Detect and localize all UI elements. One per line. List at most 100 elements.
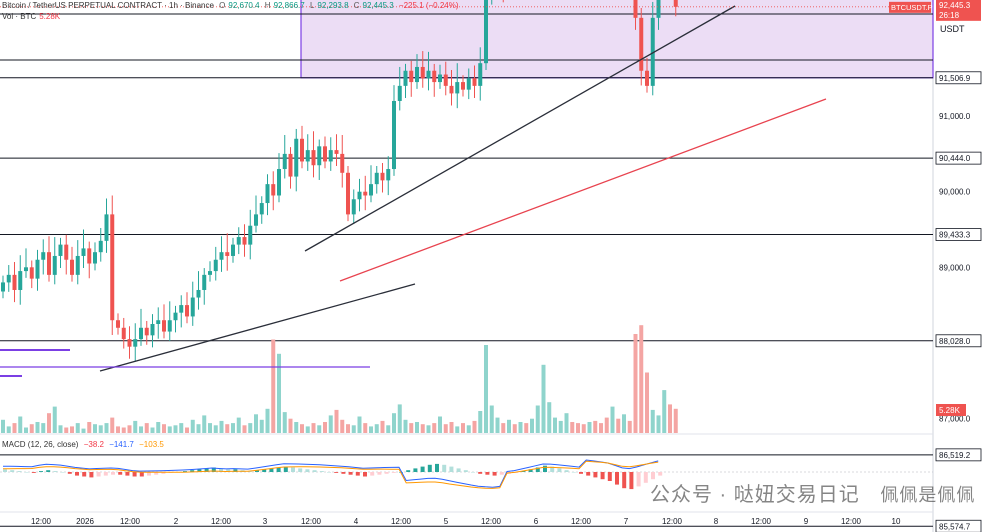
macd-hist-bar xyxy=(226,469,231,472)
volume-bar xyxy=(254,414,258,433)
candle-body xyxy=(409,70,414,83)
close-label: C xyxy=(353,1,360,10)
candle-body xyxy=(185,305,189,317)
high-value: 92,866.7 xyxy=(273,1,305,10)
x-tick-label: 10 xyxy=(892,517,901,526)
level-label-box xyxy=(935,228,982,241)
candle-body xyxy=(64,244,69,260)
volume-bar xyxy=(133,420,138,433)
macd-hist-value: −38.2 xyxy=(83,440,104,449)
symbol-header: Bitcoin / TetherUS PERPETUAL CONTRACT · … xyxy=(2,1,462,10)
macd-hist-bar xyxy=(82,472,87,477)
volume-bar xyxy=(127,425,132,433)
volume-bar xyxy=(403,419,408,433)
macd-hist-bar xyxy=(31,472,36,473)
candle-body xyxy=(173,312,178,321)
volume-bar xyxy=(265,408,270,433)
macd-hist-bar xyxy=(435,463,439,472)
candle-body xyxy=(403,70,408,86)
macd-hist-bar xyxy=(485,472,490,475)
macd-hist-bar xyxy=(53,471,58,472)
macd-line xyxy=(2,459,659,488)
candle-body xyxy=(443,74,448,86)
macd-header: MACD (12, 26, close) −38.2 −141.7 −103.5 xyxy=(2,440,167,449)
candle-body xyxy=(277,169,281,196)
x-tick-label: 12:00 xyxy=(571,517,592,526)
volume-bar xyxy=(392,413,396,433)
macd-hist-bar xyxy=(305,469,310,472)
macd-label: MACD (12, 26, close) xyxy=(2,440,79,449)
countdown-value: 26:18 xyxy=(939,11,960,20)
candle-body xyxy=(282,153,287,170)
volume-bar xyxy=(231,423,235,433)
volume-bar xyxy=(639,325,644,433)
candle-body xyxy=(369,184,373,196)
volume-bar xyxy=(179,423,184,433)
symbol-title: Bitcoin / TetherUS PERPETUAL CONTRACT · … xyxy=(2,1,214,10)
level-label-box xyxy=(935,448,982,462)
volume-bar xyxy=(397,404,402,433)
candle-body xyxy=(259,203,264,215)
candle-body xyxy=(24,267,28,272)
volume-bar xyxy=(24,427,28,433)
volume-bar xyxy=(466,425,471,433)
candle-body xyxy=(380,172,385,181)
level-label-box xyxy=(935,71,982,85)
volume-bar xyxy=(202,415,207,433)
volume-bar xyxy=(432,423,437,433)
y-tick-label: 91,000.0 xyxy=(939,112,971,121)
x-tick-label: 3 xyxy=(263,517,268,526)
candle-body xyxy=(121,327,126,340)
currency-button[interactable]: USDT xyxy=(940,24,965,34)
volume-bar xyxy=(673,408,678,433)
candle-body xyxy=(466,78,471,90)
volume-bar xyxy=(461,423,465,433)
candle-body xyxy=(156,320,161,324)
volume-bar xyxy=(386,425,391,433)
macd-hist-bar xyxy=(535,467,540,472)
volume-bar xyxy=(317,425,322,433)
volume-bar xyxy=(656,415,661,433)
candle-body xyxy=(271,184,276,196)
current-price-value: 92,445.3 xyxy=(939,1,971,10)
candle-body xyxy=(346,172,350,215)
candle-body xyxy=(334,150,339,154)
volume-bar xyxy=(236,417,241,433)
candle-body xyxy=(461,82,465,90)
volume-bar xyxy=(593,420,598,433)
watermark: 公众号 · 哒妞交易日记 佩佩是佩佩 xyxy=(650,478,975,507)
lower-trendline xyxy=(99,283,416,372)
macd-hist-bar xyxy=(3,469,7,472)
volume-bar xyxy=(512,424,517,433)
volume-bar xyxy=(213,425,218,433)
volume-header: Vol · BTC 5.28K xyxy=(2,12,63,21)
macd-hist-bar xyxy=(420,466,425,472)
macd-hist-bar xyxy=(204,468,209,472)
x-tick-label: 12:00 xyxy=(751,517,772,526)
macd-hist-bar xyxy=(471,472,475,473)
candle-body xyxy=(645,70,649,86)
candle-body xyxy=(208,271,212,275)
candle-body xyxy=(93,252,97,264)
volume-bar xyxy=(489,405,494,433)
volume-bar xyxy=(167,426,172,433)
macd-hist-bar xyxy=(427,464,432,472)
volume-bar xyxy=(587,422,592,433)
macd-hist-bar xyxy=(348,472,353,475)
candle-body xyxy=(110,214,115,321)
candle-body xyxy=(162,320,166,332)
candle-body xyxy=(323,146,327,162)
macd-hist-bar xyxy=(622,472,627,489)
candle-body xyxy=(167,320,172,332)
candle-body xyxy=(317,146,322,166)
macd-hist-bar xyxy=(341,472,346,474)
volume-bar xyxy=(334,409,339,433)
macd-hist-bar xyxy=(384,472,389,474)
macd-hist-bar xyxy=(406,470,411,472)
candle-body xyxy=(12,274,17,290)
macd-hist-bar xyxy=(139,472,144,477)
candle-body xyxy=(656,0,661,18)
volume-bar xyxy=(282,412,287,433)
